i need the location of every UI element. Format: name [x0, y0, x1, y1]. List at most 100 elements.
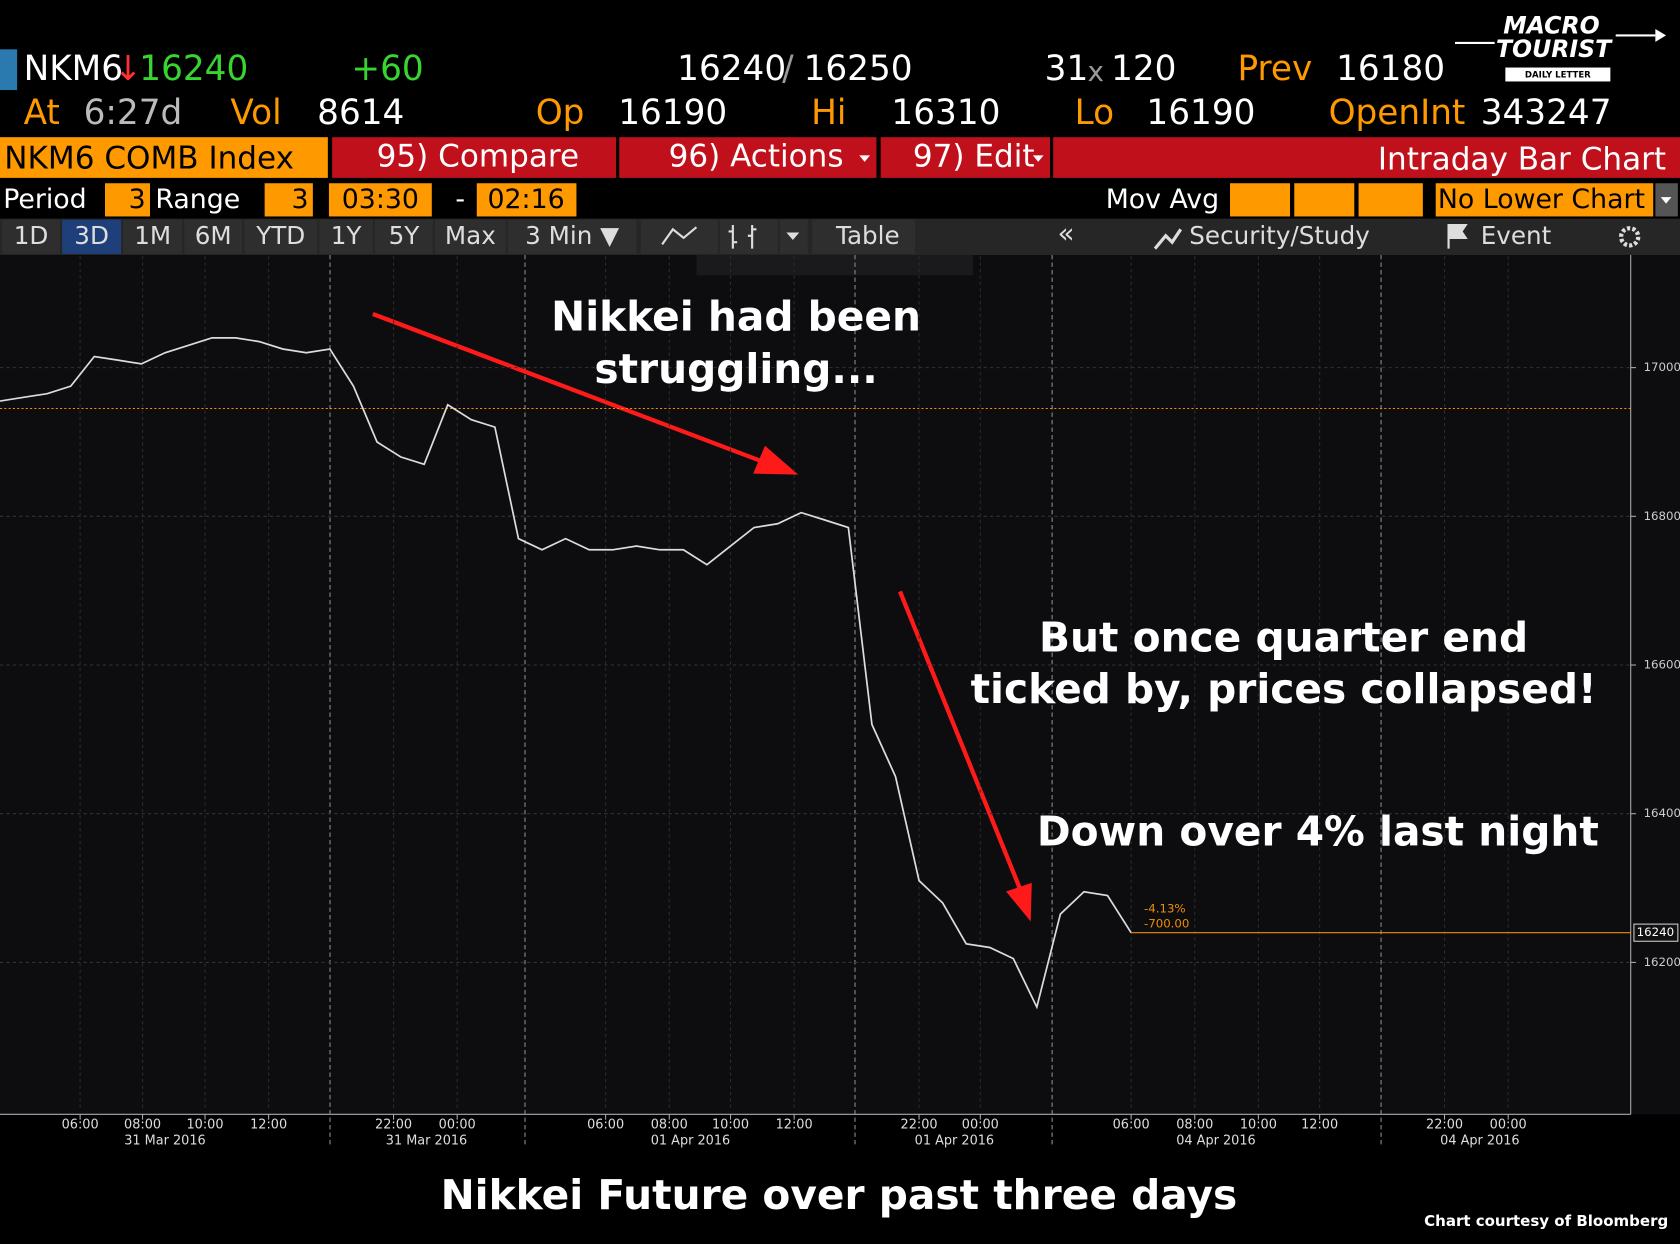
start-box[interactable]	[328, 183, 432, 217]
start[interactable]: 03:30	[342, 184, 419, 215]
open-label: Op	[536, 93, 585, 133]
x-tick-label: 10:00	[1240, 1118, 1277, 1133]
settings-icon[interactable]	[1618, 226, 1641, 248]
edit[interactable]: 97) Edit	[913, 139, 1035, 175]
high: 16310	[891, 93, 1000, 133]
line-icon	[661, 226, 698, 245]
tab[interactable]	[319, 219, 373, 254]
table-label[interactable]: Table	[835, 221, 900, 250]
tab-label[interactable]: 1D	[14, 221, 49, 250]
tab-label[interactable]: 3 Min ▼	[525, 221, 619, 250]
x-tick-label: 08:00	[651, 1118, 688, 1133]
tab-label[interactable]: 5Y	[389, 221, 421, 250]
menu-bar: NKM6 COMB Index 95) Compare 96) Actions …	[0, 137, 1680, 178]
end[interactable]: 02:16	[488, 184, 565, 215]
low-label: Lo	[1075, 93, 1114, 133]
x-date-label: 31 Mar 2016	[386, 1134, 467, 1149]
tab[interactable]	[244, 219, 318, 254]
period[interactable]: 3	[129, 184, 146, 215]
credit: Chart courtesy of Bloomberg	[1424, 1212, 1668, 1230]
bar-icon	[728, 225, 757, 249]
x-tick-label: 08:00	[1176, 1118, 1213, 1133]
tab-bar: 1D 3D 1M 6M YTD 1Y 5Y Max 3 Min ▼ Table « Security/…	[0, 217, 1680, 271]
event-label[interactable]: Event	[1481, 221, 1552, 250]
down-arrow: ↓	[114, 49, 143, 89]
compare-button[interactable]	[332, 137, 617, 178]
study-label[interactable]: Security/Study	[1189, 221, 1370, 250]
x-tick-label: 00:00	[1490, 1118, 1527, 1133]
oi-label: OpenInt	[1329, 93, 1466, 133]
x-tick-label: 22:00	[901, 1118, 938, 1133]
x-tick-label: 00:00	[439, 1118, 476, 1133]
change-pct: -4.13%	[1144, 902, 1186, 916]
x-tick-label: 12:00	[1301, 1118, 1338, 1133]
bid-size: 31	[1045, 49, 1089, 89]
back-label[interactable]: «	[1058, 217, 1075, 250]
study-icon	[1153, 228, 1183, 250]
tab[interactable]	[62, 219, 122, 254]
change-abs: -700.00	[1144, 917, 1189, 931]
x-date-label: 31 Mar 2016	[124, 1134, 205, 1149]
x-tick-label: 06:00	[587, 1118, 624, 1133]
x-tick-label: 00:00	[962, 1118, 999, 1133]
last-price: 16240	[139, 49, 248, 89]
x-tick-label: 12:00	[250, 1118, 287, 1133]
tab-label[interactable]: 6M	[195, 221, 232, 250]
annotation: Nikkei had been	[551, 292, 921, 340]
x-tick-label: 12:00	[776, 1118, 813, 1133]
lower-chart-box[interactable]	[1435, 183, 1654, 217]
logo-line2: TOURIST	[1496, 35, 1613, 63]
quote-header: NKM6 ↓ 16240 +60 16240 / 16250 31 x 120 …	[24, 49, 1612, 133]
open-interest: 343247	[1481, 93, 1612, 133]
tab-label[interactable]: 3D	[74, 221, 109, 250]
high-label: Hi	[811, 93, 846, 133]
edit-button[interactable]	[880, 137, 1050, 178]
prev-label: Prev	[1238, 49, 1313, 89]
tab[interactable]	[2, 219, 61, 254]
time: 6:27d	[84, 93, 183, 133]
dropdown	[786, 232, 800, 241]
x-tick-label: 10:00	[187, 1118, 224, 1133]
vol: 8614	[317, 93, 404, 133]
actions-button[interactable]	[619, 137, 877, 178]
tab[interactable]	[435, 219, 506, 254]
range-label: Range	[155, 184, 240, 215]
actions[interactable]: 96) Actions	[669, 139, 844, 175]
table-button[interactable]	[812, 219, 915, 254]
tab[interactable]	[123, 219, 183, 254]
x-tick-label: 06:00	[1113, 1118, 1150, 1133]
tab-label[interactable]: Max	[445, 221, 496, 250]
tab-label[interactable]: 1Y	[331, 221, 363, 250]
tool-button[interactable]	[640, 219, 718, 254]
last-price-box	[1633, 923, 1679, 942]
compare[interactable]: 95) Compare	[377, 139, 579, 175]
end-box[interactable]	[476, 183, 577, 217]
period-box[interactable]	[105, 183, 150, 217]
logo-line1: MACRO	[1503, 11, 1599, 39]
vol-label: Vol	[230, 93, 281, 133]
annotation: But once quarter end	[1039, 614, 1528, 662]
prev: 16180	[1336, 49, 1445, 89]
tab[interactable]	[375, 219, 433, 254]
y-tick-label: 16200	[1644, 955, 1680, 969]
chart: 16200 16400 16600 16800 17000 06:00 08:00 10:00…	[0, 255, 1680, 1149]
y-tick-label: 16800	[1644, 509, 1680, 523]
tab-label[interactable]: 1M	[134, 221, 171, 250]
period-label: Period	[3, 184, 86, 215]
lower-chart[interactable]: No Lower Chart	[1438, 184, 1645, 215]
ask-size: 120	[1111, 49, 1176, 89]
last-price-label: 16240	[1637, 925, 1674, 939]
tab[interactable]	[507, 219, 637, 254]
mov-avg: Mov Avg	[1106, 184, 1219, 215]
x-tick-label: 08:00	[124, 1118, 161, 1133]
chart-name: Intraday Bar Chart	[1378, 142, 1666, 178]
tab[interactable]	[184, 219, 243, 254]
range-box[interactable]	[264, 183, 313, 217]
event-icon	[1447, 223, 1468, 249]
range[interactable]: 3	[292, 184, 309, 215]
y-tick-label: 16600	[1644, 658, 1680, 672]
settings-bar: Period 3 Range 3 03:30 - 02:16 Mov Avg N…	[3, 183, 1678, 217]
annotation: struggling...	[594, 345, 877, 393]
tab-label[interactable]: YTD	[255, 221, 305, 250]
